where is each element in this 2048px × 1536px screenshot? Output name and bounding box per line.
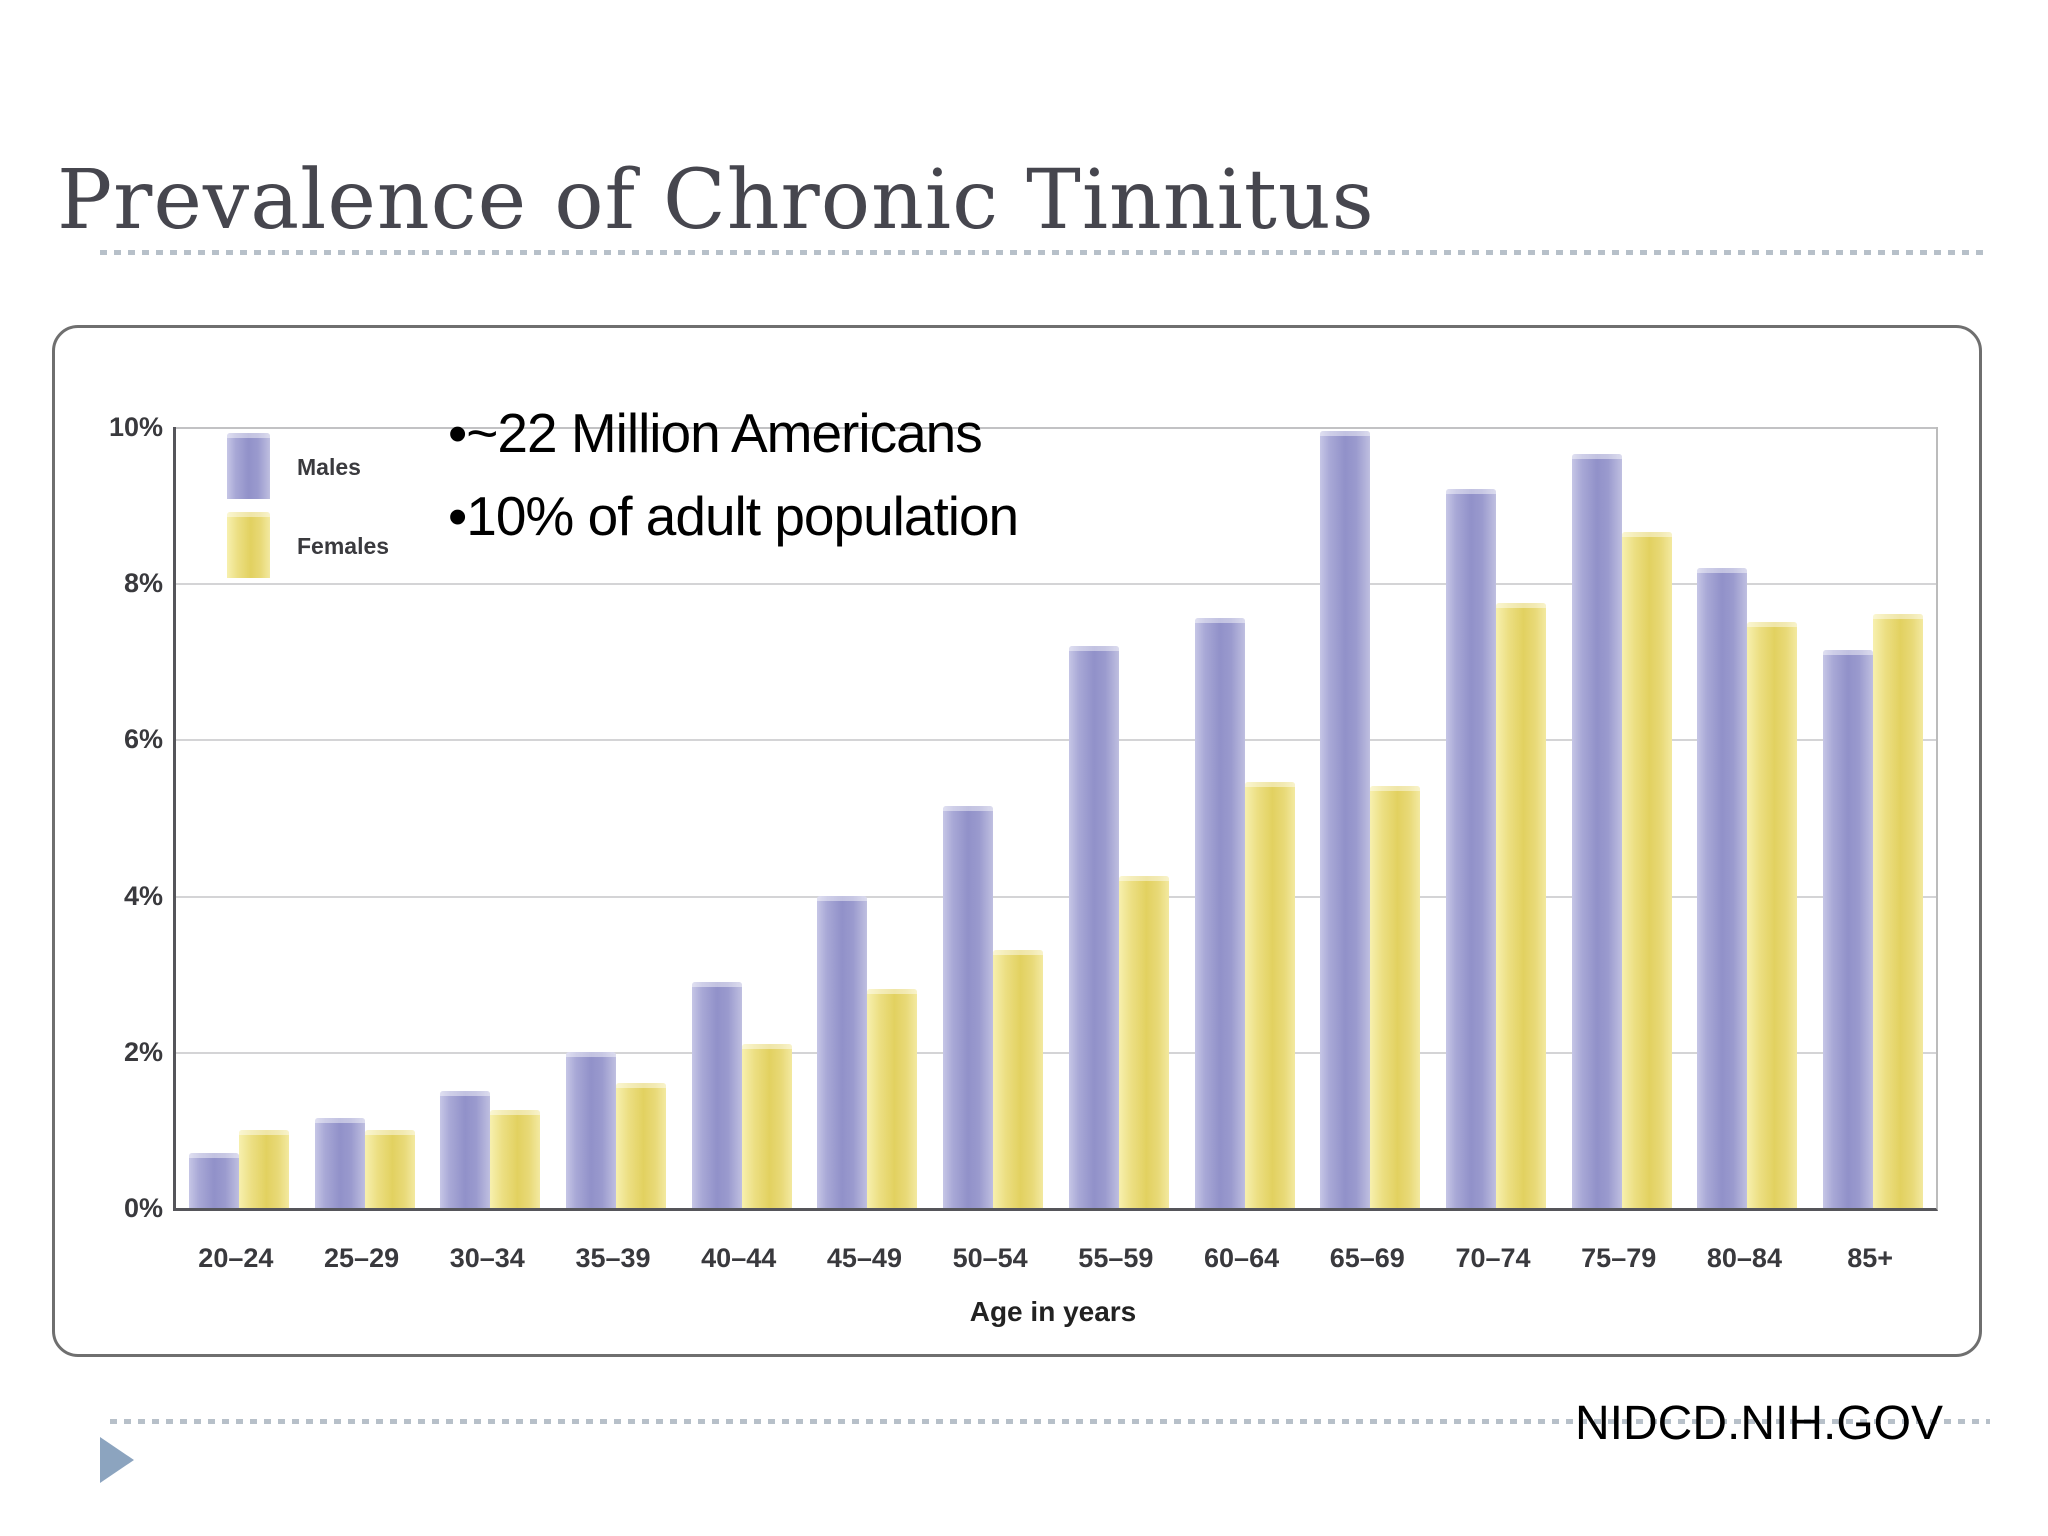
bar-chart-plot-area <box>173 427 1938 1211</box>
bar-females-70–74 <box>1496 602 1546 1208</box>
title-divider-dashed-line <box>100 250 1990 255</box>
x-axis-title: Age in years <box>969 1296 1137 1327</box>
bar-males-50–54 <box>943 805 994 1208</box>
bar-males-45–49 <box>817 895 868 1208</box>
x-tick-label-25–29: 25–29 <box>324 1243 400 1273</box>
chart-card: 10% 8% 6% 4% 2% 0% 20–24 25–29 30–34 35–39 40–44 4… <box>52 325 1982 1357</box>
y-tick-label-0: 0% <box>123 1193 163 1223</box>
page-title: Prevalence of Chronic Tinnitus <box>57 152 1375 248</box>
gridline-2pct <box>176 1051 1936 1054</box>
bar-males-35–39 <box>566 1051 616 1208</box>
bar-females-85+ <box>1873 614 1924 1208</box>
y-tick-label-6: 6% <box>123 724 163 755</box>
x-tick-label-80–84: 80–84 <box>1706 1243 1782 1273</box>
bar-males-55–59 <box>1068 645 1119 1208</box>
bar-females-75–79 <box>1621 532 1672 1208</box>
bar-females-35–39 <box>616 1083 666 1208</box>
bar-females-30–34 <box>490 1110 541 1208</box>
annotation-bullets: •~22 Million Americans •10% of adult pop… <box>448 392 1019 558</box>
bar-females-55–59 <box>1118 876 1169 1208</box>
legend-swatch-males <box>227 433 270 499</box>
bar-females-40–44 <box>741 1043 792 1208</box>
legend-label-males: Males <box>297 454 361 480</box>
y-tick-label-2: 2% <box>123 1036 163 1067</box>
legend-label-females: Females <box>297 533 390 559</box>
legend-swatch-females <box>227 512 270 578</box>
x-tick-label-85+: 85+ <box>1847 1243 1894 1273</box>
footer-dashed-line <box>110 1419 1990 1424</box>
x-tick-label-30–34: 30–34 <box>449 1243 525 1273</box>
bar-females-50–54 <box>993 950 1044 1208</box>
x-tick-label-60–64: 60–64 <box>1204 1243 1280 1273</box>
source-text: NIDCD.NIH.GOV <box>1574 1397 1943 1450</box>
x-tick-label-45–49: 45–49 <box>826 1243 902 1273</box>
bar-males-75–79 <box>1571 454 1622 1208</box>
bar-males-70–74 <box>1446 489 1496 1208</box>
x-tick-label-75–79: 75–79 <box>1581 1243 1657 1273</box>
x-tick-label-40–44: 40–44 <box>701 1243 777 1273</box>
bar-females-45–49 <box>867 989 918 1208</box>
bar-males-65–69 <box>1320 430 1371 1208</box>
y-tick-label-10: 10% <box>108 412 163 442</box>
x-tick-label-55–59: 55–59 <box>1078 1243 1154 1273</box>
gridline-4pct <box>176 895 1936 898</box>
bar-females-20–24 <box>238 1129 289 1208</box>
bar-males-85+ <box>1823 649 1874 1208</box>
bar-males-25–29 <box>314 1118 365 1208</box>
gridline-6pct <box>176 739 1936 742</box>
bar-females-65–69 <box>1370 786 1421 1208</box>
bar-males-40–44 <box>691 981 742 1208</box>
annotation-bullet-2: •10% of adult population <box>448 485 1019 547</box>
bar-females-60–64 <box>1244 782 1295 1208</box>
x-tick-label-50–54: 50–54 <box>952 1243 1028 1273</box>
gridline-8pct <box>176 583 1936 586</box>
bar-males-20–24 <box>188 1153 239 1208</box>
x-tick-label-20–24: 20–24 <box>198 1243 274 1273</box>
x-tick-label-70–74: 70–74 <box>1455 1243 1531 1273</box>
x-tick-label-65–69: 65–69 <box>1329 1243 1405 1273</box>
bar-females-25–29 <box>364 1129 415 1208</box>
y-tick-label-4: 4% <box>123 880 163 911</box>
bar-males-80–84 <box>1697 567 1748 1208</box>
annotation-bullet-1: •~22 Million Americans <box>448 402 983 464</box>
y-tick-label-8: 8% <box>123 568 163 599</box>
slide-corner-triangle-icon <box>100 1437 134 1483</box>
x-tick-label-35–39: 35–39 <box>575 1243 651 1273</box>
gridline-10pct <box>176 427 1936 429</box>
bar-females-80–84 <box>1747 622 1798 1208</box>
bar-males-30–34 <box>440 1090 491 1208</box>
bar-males-60–64 <box>1194 618 1245 1208</box>
